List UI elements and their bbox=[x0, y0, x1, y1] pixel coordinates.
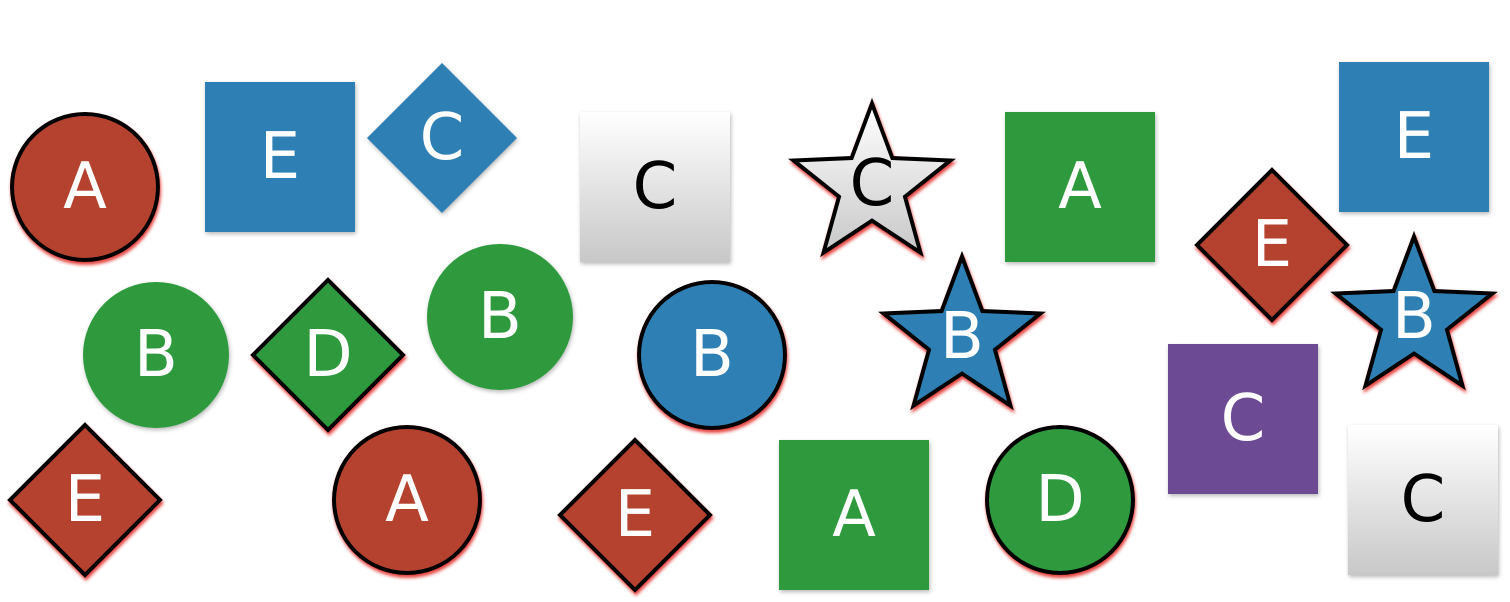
shape-circle-d: D bbox=[985, 425, 1135, 575]
shape-label: A bbox=[63, 150, 107, 224]
shape-square-c: C bbox=[1348, 425, 1498, 575]
circle-body bbox=[83, 282, 229, 428]
diamond-body bbox=[367, 63, 517, 213]
shape-label: B bbox=[690, 318, 734, 392]
square-body bbox=[205, 82, 355, 232]
shape-label: B bbox=[1392, 280, 1436, 354]
shape-label: B bbox=[478, 280, 522, 354]
circle-body bbox=[10, 112, 160, 262]
square-body bbox=[1348, 425, 1498, 575]
diamond-body bbox=[7, 422, 163, 578]
shape-star-b: B bbox=[878, 250, 1046, 411]
shape-label: A bbox=[385, 463, 429, 537]
shape-circle-b: B bbox=[427, 244, 573, 390]
shape-label: C bbox=[1401, 463, 1446, 537]
shape-label: C bbox=[1221, 382, 1266, 456]
star-body bbox=[878, 250, 1046, 411]
shape-label: C bbox=[633, 150, 678, 224]
shape-star-c: C bbox=[788, 97, 956, 258]
shape-label: B bbox=[940, 300, 984, 374]
shape-star-b: B bbox=[1330, 230, 1498, 391]
diamond-body bbox=[557, 437, 713, 593]
shape-label: D bbox=[1035, 463, 1084, 537]
shape-label: E bbox=[65, 463, 105, 537]
square-body bbox=[1005, 112, 1155, 262]
shape-circle-b: B bbox=[637, 280, 787, 430]
shape-square-a: A bbox=[779, 440, 929, 590]
square-body bbox=[1168, 344, 1318, 494]
diamond-body bbox=[250, 277, 406, 433]
shape-square-a: A bbox=[1005, 112, 1155, 262]
shape-square-e: E bbox=[1339, 62, 1489, 212]
shape-label: D bbox=[303, 318, 352, 392]
circle-body bbox=[985, 425, 1135, 575]
circle-body bbox=[332, 425, 482, 575]
shape-square-c: C bbox=[1168, 344, 1318, 494]
shape-label: E bbox=[1252, 208, 1292, 282]
shape-diamond-e: E bbox=[557, 437, 713, 593]
circle-body bbox=[637, 280, 787, 430]
diamond-body bbox=[1194, 167, 1350, 323]
shape-label: A bbox=[1058, 150, 1102, 224]
shape-label: A bbox=[832, 478, 876, 552]
shape-diamond-e: E bbox=[7, 422, 163, 578]
shape-diamond-c: C bbox=[367, 63, 517, 213]
star-body bbox=[788, 97, 956, 258]
shape-label: B bbox=[134, 318, 178, 392]
shape-label: C bbox=[850, 147, 895, 221]
shape-square-c: C bbox=[580, 112, 730, 262]
circle-body bbox=[427, 244, 573, 390]
shape-label: E bbox=[1394, 100, 1434, 174]
star-body bbox=[1330, 230, 1498, 391]
shape-diamond-e: E bbox=[1194, 167, 1350, 323]
shape-diamond-d: D bbox=[250, 277, 406, 433]
shape-square-e: E bbox=[205, 82, 355, 232]
shape-circle-a: A bbox=[332, 425, 482, 575]
shape-label: E bbox=[260, 120, 300, 194]
shape-circle-a: A bbox=[10, 112, 160, 262]
square-body bbox=[1339, 62, 1489, 212]
shape-label: E bbox=[615, 478, 655, 552]
square-body bbox=[580, 112, 730, 262]
shape-circle-b: B bbox=[83, 282, 229, 428]
square-body bbox=[779, 440, 929, 590]
shape-label: C bbox=[420, 101, 465, 175]
